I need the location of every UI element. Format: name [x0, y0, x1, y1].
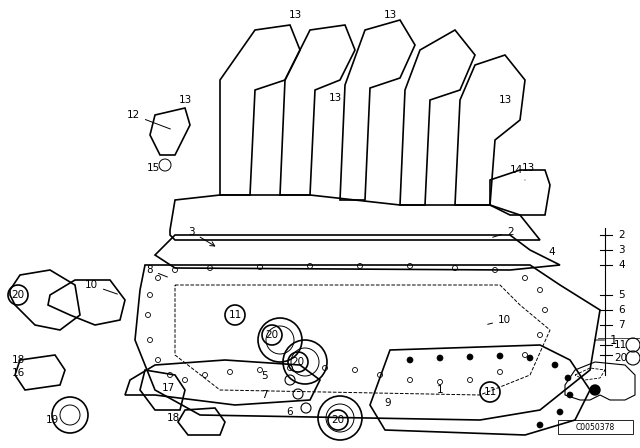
Circle shape: [537, 422, 543, 428]
Text: 1: 1: [595, 333, 618, 346]
Text: 19: 19: [45, 415, 59, 425]
Text: 20: 20: [332, 415, 344, 425]
Circle shape: [552, 362, 558, 368]
Text: 13: 13: [328, 93, 342, 103]
Circle shape: [497, 353, 503, 359]
Text: 20: 20: [291, 357, 305, 367]
Text: 9: 9: [385, 398, 391, 408]
Text: C0050378: C0050378: [575, 422, 614, 431]
Text: 11: 11: [614, 340, 627, 350]
Circle shape: [565, 375, 571, 381]
Text: 2: 2: [493, 227, 514, 237]
Text: 13: 13: [179, 95, 191, 105]
Text: 13: 13: [499, 95, 511, 105]
Bar: [558, 420, 633, 434]
Text: 10: 10: [488, 315, 511, 325]
Text: 13: 13: [383, 10, 397, 20]
Text: 20: 20: [12, 290, 24, 300]
Circle shape: [467, 354, 473, 360]
Text: 7: 7: [261, 390, 268, 400]
Text: 10: 10: [85, 280, 117, 294]
Text: 5: 5: [261, 371, 268, 381]
Text: 3: 3: [618, 245, 625, 255]
Text: 13: 13: [289, 10, 301, 20]
Circle shape: [437, 355, 443, 361]
Text: 2: 2: [618, 230, 625, 240]
Text: 18: 18: [167, 413, 180, 423]
Text: 15: 15: [147, 163, 160, 173]
Text: 4: 4: [618, 260, 625, 270]
Text: 3: 3: [188, 227, 214, 246]
Text: 6: 6: [286, 407, 293, 417]
Text: 16: 16: [12, 368, 25, 378]
Text: 5: 5: [618, 290, 625, 300]
Text: 8: 8: [147, 265, 168, 277]
Text: 20: 20: [614, 353, 627, 363]
Text: 13: 13: [522, 163, 535, 173]
Text: 7: 7: [618, 320, 625, 330]
Text: 18: 18: [12, 355, 25, 365]
Text: 17: 17: [162, 383, 175, 393]
Text: 1: 1: [436, 385, 444, 395]
Circle shape: [567, 392, 573, 398]
Text: 11: 11: [228, 310, 242, 320]
Circle shape: [527, 355, 533, 361]
Circle shape: [407, 357, 413, 363]
Text: 6: 6: [618, 305, 625, 315]
Text: 4: 4: [548, 247, 555, 257]
Text: 12: 12: [127, 110, 170, 129]
Circle shape: [557, 409, 563, 415]
Text: 20: 20: [266, 330, 278, 340]
Text: 14: 14: [510, 165, 525, 180]
Circle shape: [590, 385, 600, 395]
Text: 11: 11: [483, 387, 497, 397]
